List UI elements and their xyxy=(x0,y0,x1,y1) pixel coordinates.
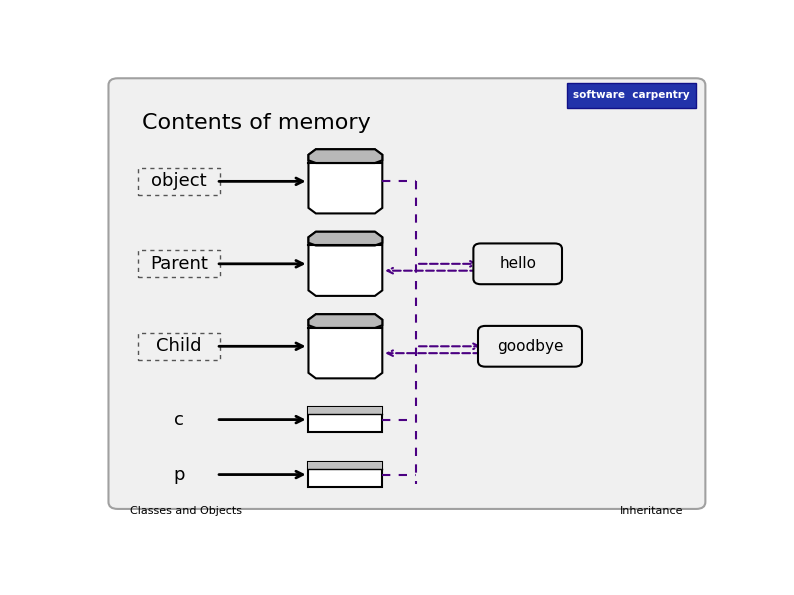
Bar xyxy=(309,462,383,487)
Text: Contents of memory: Contents of memory xyxy=(142,112,371,133)
FancyBboxPatch shape xyxy=(478,326,582,367)
Text: hello: hello xyxy=(499,256,536,271)
FancyBboxPatch shape xyxy=(138,168,221,195)
Text: Parent: Parent xyxy=(150,255,208,273)
Polygon shape xyxy=(309,231,383,246)
Text: c: c xyxy=(175,411,184,428)
FancyBboxPatch shape xyxy=(138,333,221,360)
Text: Classes and Objects: Classes and Objects xyxy=(130,506,242,516)
Polygon shape xyxy=(309,149,383,214)
FancyBboxPatch shape xyxy=(138,250,221,277)
Bar xyxy=(309,462,383,469)
Polygon shape xyxy=(309,149,383,163)
Bar xyxy=(309,407,383,414)
Text: Child: Child xyxy=(156,337,202,355)
FancyBboxPatch shape xyxy=(473,243,562,284)
Text: goodbye: goodbye xyxy=(497,339,563,354)
Text: object: object xyxy=(152,173,207,190)
Polygon shape xyxy=(309,231,383,296)
FancyBboxPatch shape xyxy=(109,79,705,509)
Polygon shape xyxy=(309,314,383,378)
Bar xyxy=(309,407,383,432)
FancyBboxPatch shape xyxy=(567,83,696,108)
Polygon shape xyxy=(309,314,383,328)
Text: Inheritance: Inheritance xyxy=(620,506,684,516)
Text: p: p xyxy=(174,465,185,484)
Text: software  carpentry: software carpentry xyxy=(573,90,690,101)
